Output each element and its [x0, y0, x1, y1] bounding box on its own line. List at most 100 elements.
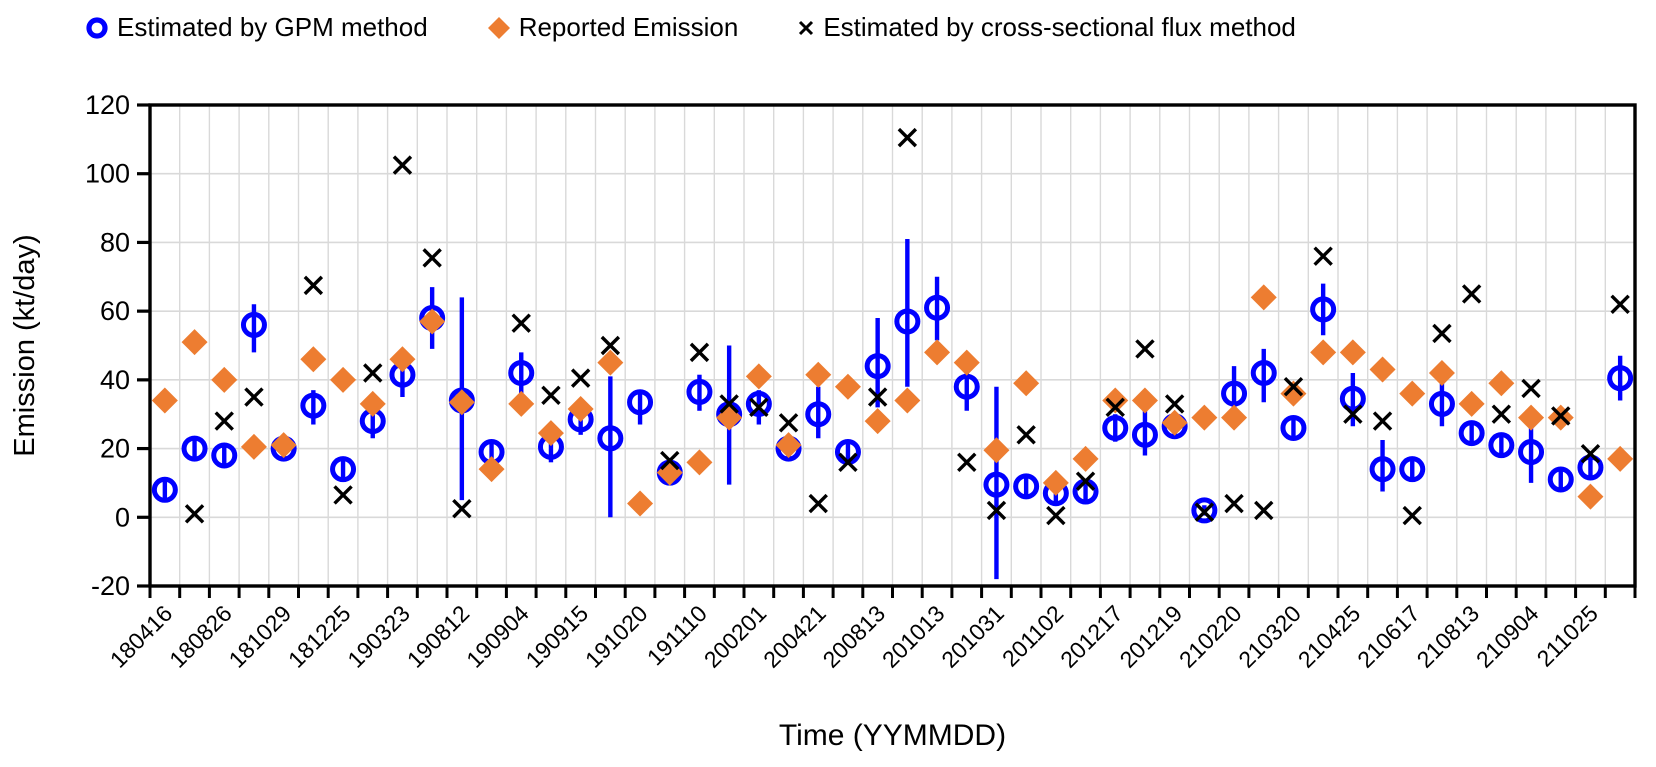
legend-label-reported: Reported Emission — [518, 12, 739, 42]
flux-marker — [1521, 378, 1541, 399]
reported-marker — [1131, 387, 1158, 414]
reported-marker — [983, 437, 1010, 464]
x-tick-label: 200201 — [699, 600, 772, 673]
flux-marker — [1491, 404, 1512, 424]
reported-marker — [1280, 380, 1307, 407]
flux-marker — [838, 452, 858, 473]
flux-marker — [244, 387, 264, 407]
reported-marker — [953, 349, 980, 376]
flux-marker — [808, 493, 828, 514]
flux-marker — [1610, 294, 1630, 314]
x-tick-label: 200421 — [758, 600, 831, 673]
x-tick-label: 190904 — [461, 600, 534, 673]
reported-marker — [1310, 339, 1337, 366]
x-tick-label: 191110 — [642, 600, 712, 670]
flux-marker — [957, 452, 977, 473]
flux-marker — [1551, 406, 1571, 426]
x-tick-label: 210617 — [1352, 600, 1425, 673]
x-tick-label: 191020 — [580, 600, 653, 673]
reported-marker — [1221, 404, 1248, 431]
reported-marker — [181, 329, 208, 356]
flux-marker — [570, 368, 591, 388]
reported-marker — [627, 490, 654, 517]
flux-marker — [1313, 246, 1333, 266]
legend-item-gpm: Estimated by GPM method — [84, 12, 428, 43]
reported-marker — [775, 432, 802, 459]
reported-marker — [1250, 284, 1277, 311]
x-tick-label: 180826 — [164, 600, 237, 673]
reported-marker — [1577, 483, 1604, 510]
reported-marker — [864, 408, 891, 435]
flux-marker — [749, 397, 769, 418]
reported-marker — [834, 373, 861, 400]
flux-marker — [452, 498, 472, 519]
flux-marker — [184, 504, 205, 524]
x-tick-label: 201219 — [1115, 600, 1188, 673]
x-tick-label: 210320 — [1233, 600, 1306, 673]
reported-marker — [1428, 359, 1455, 386]
flux-marker — [1164, 394, 1185, 414]
series-flux — [184, 127, 1630, 526]
y-tick-label: 80 — [100, 227, 130, 257]
reported-marker — [1042, 469, 1069, 496]
reported-marker — [1072, 445, 1099, 472]
flux-marker — [363, 363, 383, 383]
reported-marker — [1399, 380, 1426, 407]
x-tick-label: 210425 — [1293, 600, 1366, 673]
chart-legend: Estimated by GPM method Reported Emissio… — [84, 12, 1296, 43]
reported-marker — [745, 363, 772, 390]
reported-diamond-icon — [486, 15, 512, 41]
y-tick-label: -20 — [91, 571, 130, 601]
x-tick-label: 210220 — [1174, 600, 1247, 673]
flux-marker — [778, 413, 799, 433]
reported-marker — [448, 389, 475, 416]
reported-marker — [1102, 387, 1129, 414]
x-tick-label: 210904 — [1471, 600, 1544, 673]
reported-marker — [330, 366, 357, 393]
flux-marker — [689, 342, 710, 363]
x-tick-label: 181029 — [224, 600, 297, 673]
reported-marker — [1161, 409, 1188, 436]
reported-marker — [211, 366, 238, 393]
flux-marker — [541, 385, 561, 406]
flux-marker — [333, 485, 353, 505]
y-tick-label: 120 — [85, 90, 130, 120]
flux-marker — [1016, 425, 1036, 445]
reported-marker — [1339, 339, 1366, 366]
flux-marker — [1194, 502, 1215, 522]
series-reported — [151, 284, 1634, 517]
x-tick-label: 180416 — [105, 600, 178, 673]
flux-marker — [1254, 500, 1274, 521]
flux-marker — [1046, 505, 1066, 526]
flux-marker — [422, 248, 442, 268]
gridlines — [150, 105, 1635, 586]
flux-marker — [897, 127, 918, 148]
reported-marker — [924, 339, 951, 366]
flux-marker — [1372, 411, 1393, 431]
legend-item-flux: Estimated by cross-sectional flux method — [796, 12, 1296, 43]
flux-marker — [1075, 471, 1096, 491]
x-tick-label: 190323 — [342, 600, 415, 673]
flux-marker — [1432, 323, 1452, 344]
flux-x-icon — [796, 18, 816, 38]
flux-marker — [214, 411, 234, 431]
reported-marker — [1607, 445, 1634, 472]
flux-marker — [1105, 397, 1125, 418]
flux-marker — [600, 335, 621, 356]
x-tick-label: 190915 — [521, 600, 594, 673]
reported-marker — [359, 390, 386, 417]
gpm-open-circle-icon — [84, 15, 110, 41]
x-tick-label: 201013 — [877, 600, 950, 673]
y-tick-label: 60 — [100, 296, 130, 326]
x-axis: 1804161808261810291812251903231908121909… — [105, 586, 1637, 673]
reported-marker — [478, 456, 505, 483]
reported-marker — [270, 432, 297, 459]
legend-label-gpm: Estimated by GPM method — [117, 12, 428, 42]
x-tick-label: 211025 — [1532, 600, 1603, 671]
reported-marker — [508, 390, 535, 417]
y-axis-title: Emission (kt/day) — [9, 234, 41, 456]
flux-marker — [1580, 444, 1601, 464]
flux-marker — [867, 387, 888, 407]
